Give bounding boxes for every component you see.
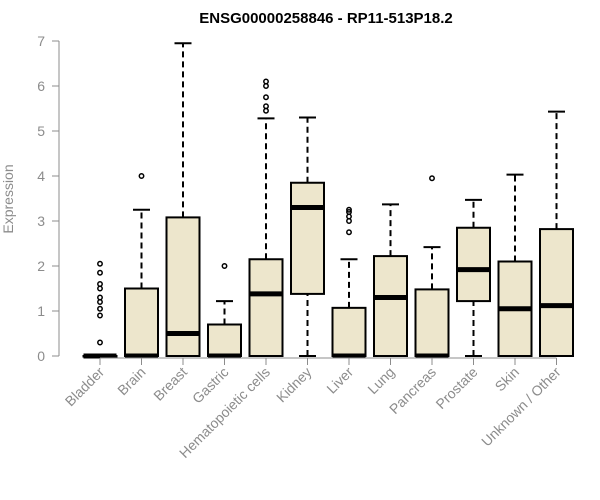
box-unknown-other [539,110,574,358]
outlier-point [97,294,103,301]
y-tick-label: 1 [37,303,45,319]
outlier-point [97,281,103,287]
box-lung [373,203,408,358]
x-tick-label: Brain [114,364,148,398]
box-breast [165,42,201,357]
chart-title: ENSG00000258846 - RP11-513P18.2 [199,10,453,27]
y-tick-label: 5 [37,123,45,139]
outlier-point [97,305,103,312]
box-iqr [456,226,491,303]
outlier-point [97,285,103,292]
y-axis-label: Expression [0,164,16,233]
box-bladder [82,260,118,359]
x-tick-label: Breast [150,364,190,404]
x-tick-label: Lung [364,364,397,397]
box-liver [331,206,367,359]
box-brain [124,173,159,359]
y-tick-label: 7 [37,33,45,49]
box-hematopoietic-cells [248,78,284,357]
x-tick-label: Bladder [62,364,108,410]
box-iqr [373,255,408,358]
y-tick-label: 3 [37,213,45,229]
outlier-point [429,175,435,182]
box-iqr [124,287,159,357]
outlier-point [263,107,269,114]
outlier-point [97,312,103,319]
box-iqr [539,228,574,358]
box-prostate [456,198,491,357]
outlier-point [263,103,269,110]
box-skin [497,173,533,357]
box-pancreas [414,175,450,359]
x-tick-label: Unknown / Other [478,364,564,450]
outlier-point [97,260,103,267]
y-axis: 0 1 2 3 4 5 6 7 [37,33,60,364]
box-kidney [290,116,325,357]
outlier-point [97,339,103,346]
x-tick-label: Prostate [432,364,480,412]
x-tick-label: Skin [492,364,523,395]
outlier-point [346,229,352,236]
outlier-point [221,263,228,269]
y-tick-label: 4 [37,168,45,184]
box-iqr [248,258,284,357]
y-tick-label: 2 [37,258,45,274]
outlier-point [263,94,269,101]
box-iqr [331,306,367,358]
outlier-point [346,218,352,224]
outlier-point [138,173,145,179]
outlier-point [346,213,352,220]
boxes-group [82,42,574,359]
outlier-point [263,78,269,85]
x-tick-label: Kidney [273,364,315,406]
box-iqr [414,288,450,357]
outlier-point [97,299,103,305]
box-gastric [207,263,242,359]
outlier-point [346,206,352,213]
y-tick-label: 0 [37,348,45,364]
y-tick-label: 6 [37,78,45,94]
outlier-point [97,269,103,276]
x-tick-label: Liver [323,364,356,397]
box-iqr [290,181,325,295]
outlier-point [346,209,352,215]
outlier-point [263,83,269,89]
box-iqr [207,323,242,357]
